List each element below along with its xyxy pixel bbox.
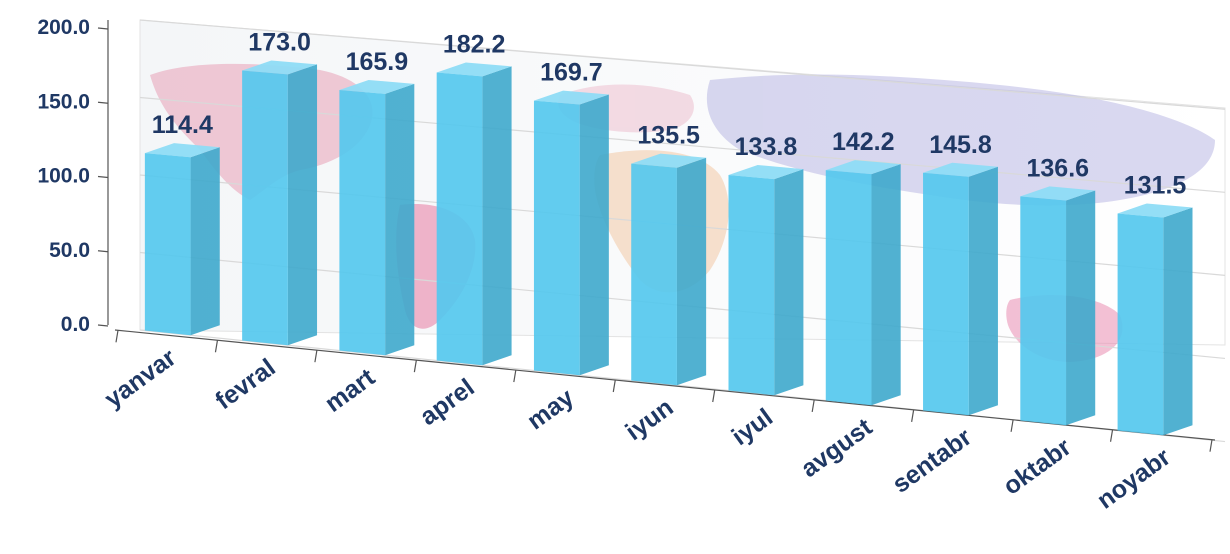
x-tick-label: fevral [210, 353, 280, 415]
x-tick-label: oktabr [998, 433, 1076, 501]
bar [242, 60, 318, 346]
bar-top [533, 90, 609, 105]
y-tick-labels: 0.0 50.0 100.0 150.0 200.0 [37, 16, 90, 336]
x-tick-mark [115, 330, 119, 343]
value-labels: 114.4 173.0 165.9 182.2 169.7 135.5 133.8 142.2… [152, 29, 1187, 200]
bar-side [287, 64, 318, 346]
bar-side [385, 83, 415, 356]
bar [1117, 203, 1193, 436]
value-label: 114.4 [152, 111, 213, 139]
bar-front [1117, 213, 1164, 436]
x-tick-label: aprel [415, 373, 480, 431]
bar-side [190, 147, 220, 336]
gridline [139, 96, 1226, 193]
x-tick-mark [413, 360, 417, 373]
x-tick-mark [712, 389, 716, 403]
bar-front [144, 153, 191, 336]
y-tick-mark [97, 101, 109, 104]
y-tick-label: 200.0 [37, 16, 90, 39]
bar [728, 165, 804, 396]
value-label: 173.0 [248, 29, 311, 57]
bar-side [968, 166, 998, 416]
bar-top [923, 162, 998, 177]
y-tick-mark [97, 324, 109, 327]
bar [533, 90, 609, 376]
y-tick-mark [97, 175, 109, 179]
bar [144, 143, 220, 336]
y-tick-label: 50.0 [49, 239, 90, 262]
bar-top [436, 62, 512, 77]
value-label: 182.2 [443, 31, 506, 59]
bar-top [144, 143, 220, 158]
bar [923, 162, 998, 416]
x-tick-mark [811, 399, 815, 413]
bar-front [923, 172, 969, 416]
x-tick-mark [1209, 439, 1213, 452]
bar [436, 62, 512, 366]
bar-side [1163, 207, 1193, 436]
value-label: 136.6 [1026, 154, 1089, 182]
bar-top [242, 60, 318, 75]
bar-side [774, 169, 804, 396]
x-tick-mark [314, 350, 318, 363]
bar-side [871, 164, 901, 406]
y-tick-mark [97, 27, 109, 30]
x-tick-mark [513, 369, 517, 383]
x-tick-mark [214, 340, 219, 353]
x-tick-label: noyabr [1092, 443, 1176, 515]
y-tick-mark [97, 250, 109, 253]
x-tick-mark [612, 379, 616, 393]
bar-side [1066, 190, 1096, 426]
bar-side [676, 157, 707, 386]
value-label: 145.8 [929, 131, 992, 159]
bar-front [728, 175, 775, 396]
x-tick-mark [911, 409, 915, 422]
bar [825, 160, 901, 406]
bar [631, 153, 707, 386]
x-tick-label: avgust [796, 413, 878, 483]
bar [339, 79, 415, 356]
bar-front [436, 72, 483, 366]
bar-front [533, 100, 580, 376]
bar [1020, 186, 1096, 426]
value-label: 169.7 [540, 59, 603, 87]
bar-front [631, 163, 677, 386]
x-tick-label: yanvar [100, 343, 182, 413]
x-tick-mark [1109, 429, 1114, 442]
bar-top [1117, 203, 1193, 218]
bar-top [825, 160, 901, 175]
y-tick-label: 150.0 [37, 90, 90, 113]
value-label: 131.5 [1124, 171, 1187, 199]
y-tick-label: 0.0 [61, 313, 90, 336]
value-label: 142.2 [832, 128, 895, 156]
value-label: 133.8 [735, 133, 798, 161]
y-tick-label: 100.0 [37, 165, 90, 188]
x-tick-label: mart [320, 363, 381, 418]
bar-top [339, 79, 415, 94]
x-tick-label: iyun [620, 393, 678, 446]
bar-front [339, 89, 386, 356]
x-tick-label: may [522, 383, 579, 435]
bar-side [482, 66, 512, 366]
bars [144, 60, 1193, 436]
bar-top [1020, 186, 1096, 201]
x-tick-label: sentabr [887, 423, 977, 499]
bar-top [728, 165, 804, 180]
value-label: 135.5 [637, 122, 700, 150]
bar-front [1020, 196, 1067, 426]
gridline [139, 19, 1226, 110]
bar-front [825, 170, 872, 406]
bar-top [631, 153, 707, 168]
x-tick-mark [1010, 419, 1014, 432]
value-label: 165.9 [346, 48, 409, 76]
bar-front [242, 70, 288, 346]
bar-side [579, 94, 609, 376]
x-tick-label: iyul [727, 403, 778, 451]
